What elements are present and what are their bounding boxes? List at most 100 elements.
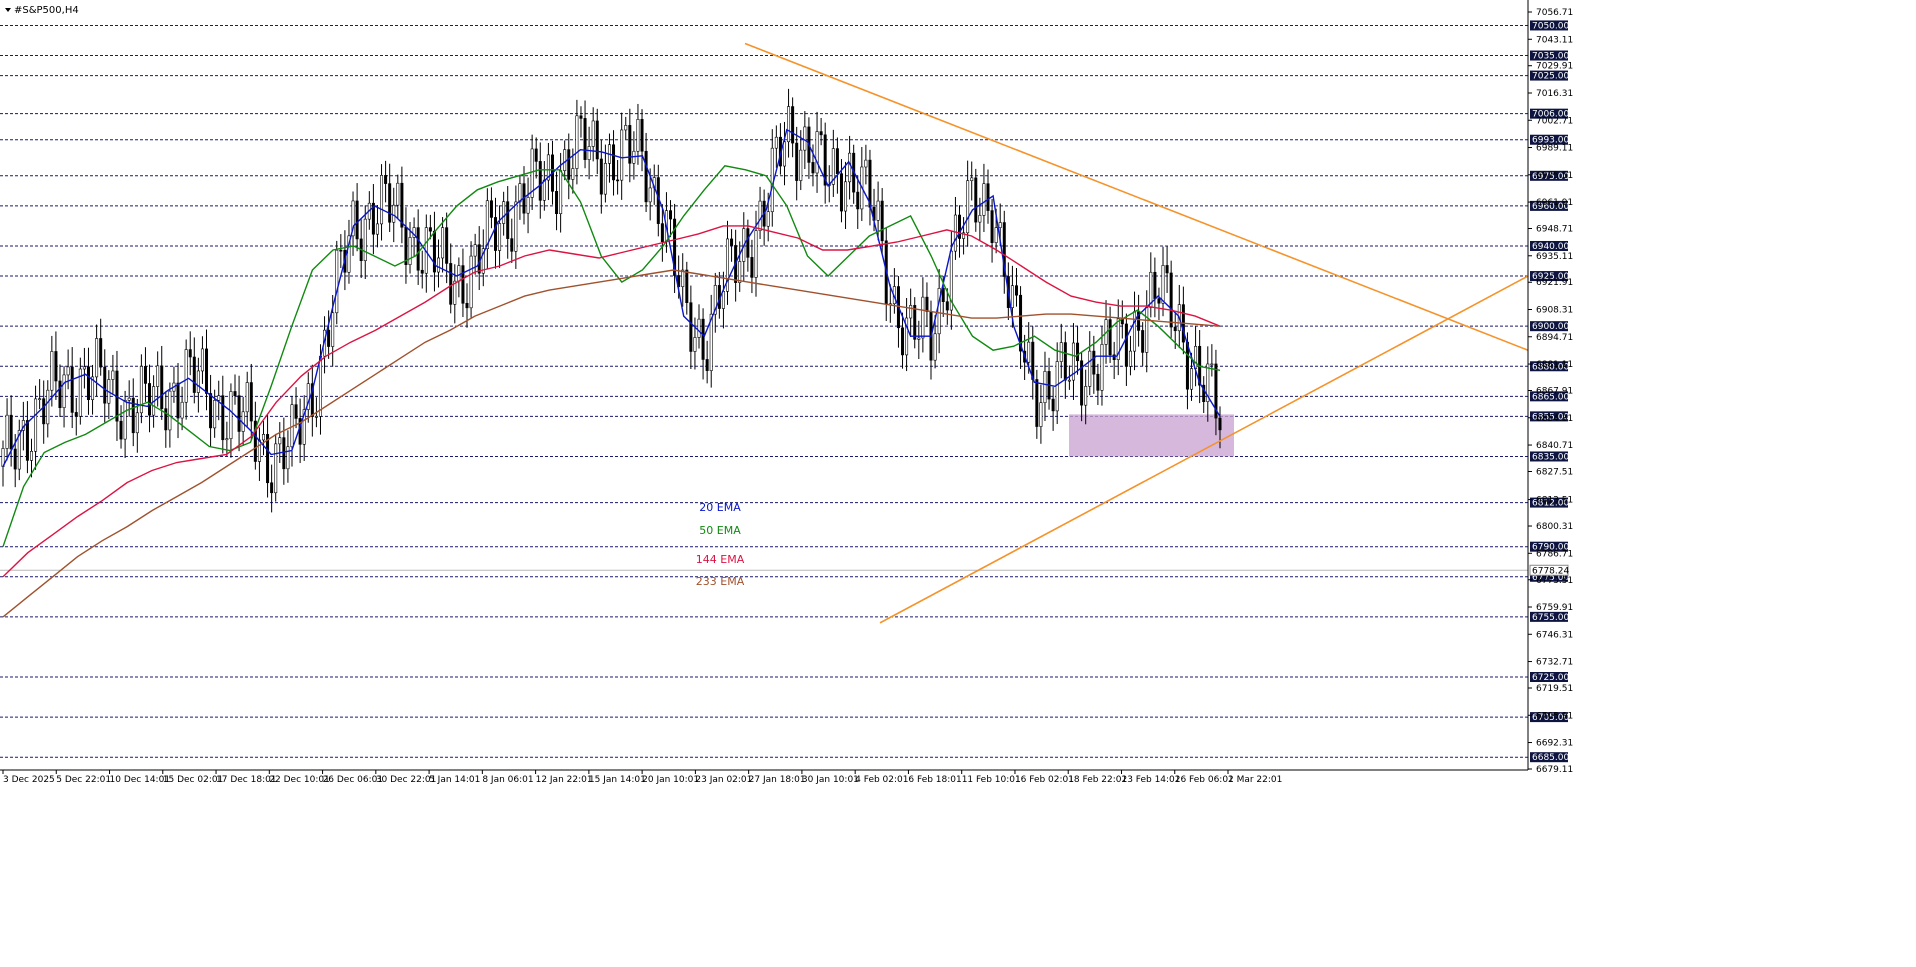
candle-body	[384, 175, 388, 184]
candle-body	[371, 202, 375, 235]
candle-body	[388, 183, 392, 223]
candle-body	[876, 200, 880, 221]
candle-body	[1161, 265, 1165, 304]
candle-body	[457, 265, 461, 282]
x-tick-label: 6 Feb 18:01	[908, 775, 961, 785]
candle-body	[111, 370, 115, 380]
candle-body	[314, 416, 318, 418]
candle-body	[200, 348, 204, 372]
x-tick-label: 4 Feb 02:01	[855, 775, 908, 785]
candle-body	[209, 393, 213, 429]
candle-body	[595, 120, 599, 160]
candle-body	[493, 217, 497, 251]
candle-body	[787, 106, 791, 143]
level-tag	[1530, 20, 1568, 31]
candle-body	[962, 232, 966, 239]
level-tag	[1530, 712, 1568, 723]
candle-body	[1214, 363, 1218, 419]
legend: 20 EMA 50 EMA 144 EMA 233 EMA	[696, 501, 745, 588]
candle-body	[17, 430, 21, 470]
level-tag-label: 6812.00	[1532, 499, 1569, 509]
candle-body	[701, 318, 705, 360]
x-tick-label: 26 Feb 06:01	[1175, 775, 1234, 785]
candle-body	[823, 134, 827, 186]
y-tick-label: 6773.51	[1536, 576, 1573, 586]
candle-body	[998, 222, 1002, 228]
level-tag-label: 6880.00	[1532, 362, 1569, 372]
candle-body	[974, 177, 978, 223]
candle-body	[709, 313, 713, 371]
candle-body	[188, 349, 192, 358]
candle-body	[754, 230, 758, 278]
x-tick-label: 27 Jan 18:01	[749, 775, 806, 785]
level-tag-label: 6960.00	[1532, 202, 1569, 212]
candle-body	[770, 147, 774, 213]
ema-line-233-ema	[2, 269, 1221, 618]
candle-body	[123, 399, 127, 440]
candle-body	[432, 230, 436, 273]
candle-body	[375, 223, 379, 235]
x-tick-label: 8 Jan 06:01	[482, 775, 533, 785]
candle-body	[803, 126, 807, 151]
candle-body	[921, 296, 925, 339]
candle-body	[1185, 341, 1189, 390]
candle-body	[127, 397, 131, 401]
level-tag	[1530, 541, 1568, 552]
candle-body	[990, 210, 994, 243]
candle-body	[966, 180, 970, 234]
candle-body	[758, 200, 762, 231]
candle-body	[449, 263, 453, 305]
current-price-tag	[1529, 564, 1569, 576]
y-tick-label: 6961.91	[1536, 198, 1573, 208]
candle-body	[363, 218, 367, 262]
candle-body	[225, 438, 229, 441]
candle-body	[78, 368, 82, 417]
x-tick-label: 23 Jan 02:01	[695, 775, 752, 785]
level-tag	[1530, 170, 1568, 181]
candle-body	[721, 291, 725, 309]
chart-menu-icon[interactable]	[5, 8, 11, 12]
candle-body	[705, 359, 709, 371]
candle-body	[91, 376, 95, 401]
candle-body	[257, 439, 261, 462]
candle-body	[217, 395, 221, 401]
candle-body	[1157, 298, 1161, 304]
candle-body	[1051, 398, 1055, 412]
y-tick-label: 6894.71	[1536, 333, 1573, 343]
candle-body	[86, 366, 90, 401]
y-tick-label: 6948.71	[1536, 225, 1573, 235]
candle-body	[13, 448, 17, 470]
x-tick-label: 17 Dec 18:01	[216, 775, 277, 785]
candle-body	[1084, 386, 1088, 406]
candle-body	[933, 333, 937, 361]
candle-body	[1169, 272, 1173, 328]
candle-body	[782, 141, 786, 167]
candle-body	[864, 159, 868, 168]
candle-body	[485, 200, 489, 250]
candle-body	[795, 142, 799, 181]
trendlines-layer	[744, 42, 1529, 624]
candle-body	[416, 227, 420, 271]
candle-body	[1076, 342, 1080, 362]
candle-body	[1218, 417, 1222, 431]
candle-body	[156, 365, 160, 387]
candle-body	[34, 398, 38, 452]
level-tag	[1530, 108, 1568, 119]
x-tick-label: 2 Mar 22:01	[1228, 775, 1282, 785]
candle-body	[738, 261, 742, 283]
candle-body	[176, 382, 180, 419]
x-tick-label: 16 Feb 02:01	[1015, 775, 1074, 785]
candle-body	[538, 161, 542, 201]
ema-line-20-ema	[2, 128, 1221, 467]
support-zone	[1069, 414, 1234, 457]
y-tick-label: 7002.71	[1536, 116, 1573, 126]
candle-body	[1133, 311, 1137, 352]
candle-body	[74, 412, 78, 417]
candle-body	[518, 183, 522, 203]
candle-body	[469, 255, 473, 309]
candle-body	[616, 179, 620, 182]
candle-body	[1092, 350, 1096, 375]
candle-body	[1035, 379, 1039, 427]
